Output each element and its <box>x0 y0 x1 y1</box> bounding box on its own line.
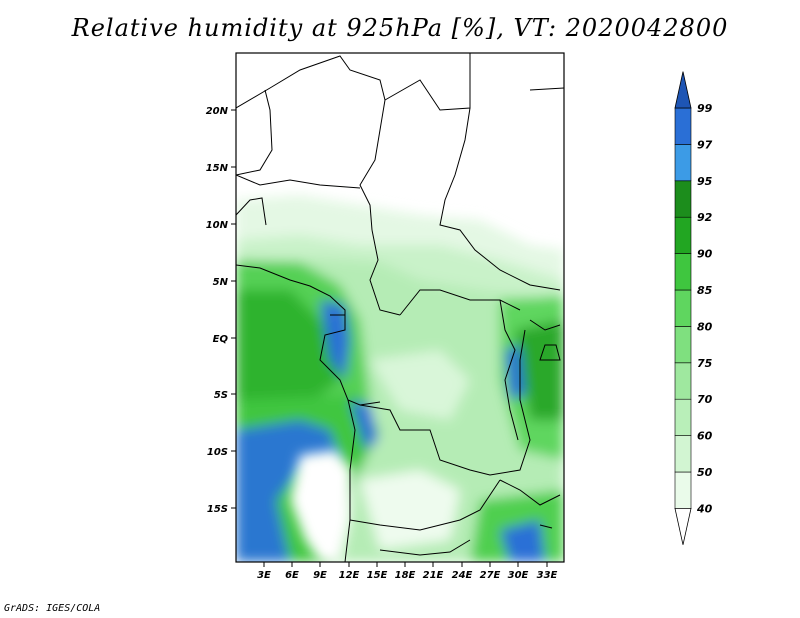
colorbar-label: 80 <box>697 320 713 333</box>
lon-label: 30E <box>508 570 529 581</box>
lat-label: 5S <box>214 390 228 401</box>
lon-label: 21E <box>423 570 444 581</box>
colorbar-segment <box>674 216 692 254</box>
lon-label: 33E <box>537 570 558 581</box>
humidity-field <box>236 53 564 562</box>
lon-label: 6E <box>285 570 299 581</box>
lat-label: EQ <box>213 334 229 345</box>
colorbar-label: 85 <box>697 284 713 297</box>
lon-label: 24E <box>452 570 473 581</box>
colorbar-label: 99 <box>697 102 713 115</box>
colorbar-label: 60 <box>697 430 713 443</box>
lat-label: 10S <box>207 447 228 458</box>
colorbar-label: 75 <box>697 357 713 370</box>
lat-label: 10N <box>206 220 229 231</box>
colorbar-label: 92 <box>697 211 713 224</box>
colorbar-lower-arrow <box>674 508 692 545</box>
colorbar-label: 90 <box>697 248 713 261</box>
lon-label: 12E <box>339 570 360 581</box>
lat-label: 20N <box>206 106 229 117</box>
colorbar-segment <box>674 253 692 291</box>
colorbar-segment <box>674 107 692 145</box>
colorbar-segment <box>674 471 692 509</box>
lat-label: 15S <box>207 504 228 515</box>
map-frame <box>235 52 565 563</box>
map-title: Relative humidity at 925hPa [%], VT: 202… <box>71 14 729 42</box>
lon-label: 9E <box>313 570 327 581</box>
colorbar-label: 50 <box>697 466 713 479</box>
longitude-axis: 3E 6E 9E 12E 15E 18E 21E 24E 27E 30E 33E <box>257 562 558 581</box>
latitude-axis: 20N 15N 10N 5N EQ 5S 10S 15S <box>206 106 236 515</box>
colorbar-segment <box>674 144 692 182</box>
colorbar-label: 97 <box>697 138 713 151</box>
lon-label: 27E <box>480 570 501 581</box>
colorbar-segment <box>674 398 692 436</box>
colorbar-segment <box>674 289 692 327</box>
credit-label: GrADS: IGES/COLA <box>4 603 101 614</box>
colorbar-label: 95 <box>697 175 713 188</box>
lon-label: 3E <box>257 570 271 581</box>
colorbar-segment <box>674 326 692 364</box>
colorbar-label: 40 <box>696 502 713 515</box>
colorbar-label: 70 <box>697 393 713 406</box>
colorbar-segment <box>674 180 692 218</box>
colorbar: 40 50 60 70 75 80 85 90 92 95 97 99 <box>674 71 713 545</box>
lon-label: 18E <box>395 570 416 581</box>
country-borders <box>236 53 564 562</box>
colorbar-upper-arrow <box>674 71 692 109</box>
lat-label: 5N <box>213 277 229 288</box>
colorbar-segment <box>674 435 692 473</box>
colorbar-segment <box>674 362 692 400</box>
lon-label: 15E <box>367 570 388 581</box>
lat-label: 15N <box>206 163 229 174</box>
